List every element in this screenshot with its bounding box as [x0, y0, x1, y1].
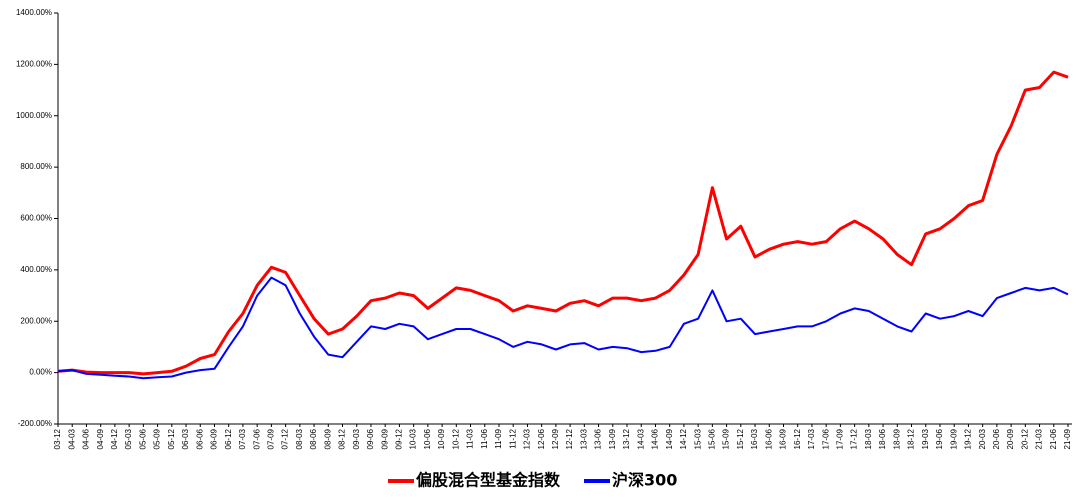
series-line	[57, 276, 1069, 380]
x-tick-label: 16-06	[764, 428, 773, 449]
x-tick-label: 10-09	[437, 428, 446, 449]
x-tick-label: 10-12	[451, 428, 460, 449]
legend-label: 沪深300	[612, 471, 677, 490]
y-tick-label: -200.00%	[18, 419, 52, 428]
y-tick-label: 0.00%	[29, 368, 52, 377]
series-line	[57, 70, 1069, 376]
x-tick-label: 12-09	[551, 428, 560, 449]
x-tick-label: 07-03	[238, 428, 247, 449]
x-tick-label: 15-06	[707, 428, 716, 449]
y-tick-label: 800.00%	[20, 162, 52, 171]
x-tick-label: 08-06	[309, 428, 318, 449]
x-tick-label: 19-03	[921, 428, 930, 449]
y-tick-label: 1200.00%	[16, 59, 52, 68]
x-tick-label: 09-09	[380, 428, 389, 449]
x-tick-label: 04-09	[96, 428, 105, 449]
x-tick-label: 11-03	[466, 428, 475, 448]
x-tick-label: 19-09	[949, 428, 958, 449]
x-tick-label: 07-09	[266, 428, 275, 449]
x-tick-label: 05-12	[167, 428, 176, 449]
x-tick-label: 19-06	[935, 428, 944, 449]
x-tick-label: 15-03	[693, 428, 702, 449]
x-tick-label: 18-12	[907, 428, 916, 449]
x-tick-label: 16-09	[779, 428, 788, 449]
x-tick-label: 06-06	[195, 428, 204, 449]
y-tick-label: 1000.00%	[16, 111, 52, 120]
x-tick-label: 21-09	[1063, 428, 1072, 449]
x-tick-label: 05-06	[138, 428, 147, 449]
x-tick-label: 09-06	[366, 428, 375, 449]
x-tick-label: 17-03	[807, 428, 816, 449]
x-tick-label: 06-03	[181, 428, 190, 449]
x-tick-label: 05-09	[153, 428, 162, 449]
y-tick-label: 600.00%	[20, 214, 52, 223]
x-tick-label: 17-12	[850, 428, 859, 449]
x-tick-label: 17-09	[836, 428, 845, 449]
y-tick-label: 400.00%	[20, 265, 52, 274]
x-tick-label: 04-03	[67, 428, 76, 449]
y-tick-label: 200.00%	[20, 316, 52, 325]
x-tick-label: 05-03	[124, 428, 133, 449]
x-tick-label: 07-06	[252, 428, 261, 449]
x-tick-label: 20-03	[978, 428, 987, 449]
x-tick-label: 21-06	[1049, 428, 1058, 449]
x-tick-label: 13-09	[608, 428, 617, 449]
x-tick-label: 16-12	[793, 428, 802, 449]
x-tick-label: 14-06	[651, 428, 660, 449]
x-tick-label: 09-12	[395, 428, 404, 449]
x-tick-label: 16-03	[750, 428, 759, 449]
x-tick-label: 09-03	[352, 428, 361, 449]
x-tick-label: 03-12	[53, 428, 62, 449]
x-tick-label: 07-12	[281, 428, 290, 449]
x-tick-label: 21-03	[1035, 428, 1044, 449]
x-tick-label: 06-09	[210, 428, 219, 449]
x-tick-label: 15-12	[736, 428, 745, 449]
y-tick-label: 1400.00%	[16, 8, 52, 17]
x-tick-label: 20-06	[992, 428, 1001, 449]
x-tick-label: 11-09	[494, 428, 503, 448]
x-tick-label: 11-12	[508, 428, 517, 448]
x-tick-label: 06-12	[224, 428, 233, 449]
x-tick-label: 10-06	[423, 428, 432, 449]
x-tick-label: 15-09	[722, 428, 731, 449]
x-tick-label: 13-06	[594, 428, 603, 449]
x-tick-label: 04-12	[110, 428, 119, 449]
x-tick-label: 14-03	[636, 428, 645, 449]
x-tick-label: 20-12	[1020, 428, 1029, 449]
x-tick-label: 19-12	[964, 428, 973, 449]
x-tick-label: 10-03	[409, 428, 418, 449]
x-tick-label: 18-09	[892, 428, 901, 449]
x-tick-label: 12-12	[565, 428, 574, 449]
x-tick-label: 17-06	[821, 428, 830, 449]
x-tick-label: 14-12	[679, 428, 688, 449]
x-tick-label: 08-12	[338, 428, 347, 449]
x-tick-label: 04-06	[82, 428, 91, 449]
x-tick-label: 12-03	[523, 428, 532, 449]
x-tick-label: 13-03	[579, 428, 588, 449]
x-tick-label: 18-03	[864, 428, 873, 449]
x-tick-label: 12-06	[537, 428, 546, 449]
x-tick-label: 20-09	[1006, 428, 1015, 449]
x-tick-label: 11-06	[480, 428, 489, 448]
legend-label: 偏股混合型基金指数	[416, 471, 561, 490]
x-tick-label: 08-09	[323, 428, 332, 449]
x-tick-label: 14-09	[665, 428, 674, 449]
x-tick-label: 08-03	[295, 428, 304, 449]
x-tick-label: 13-12	[622, 428, 631, 449]
x-tick-label: 18-06	[878, 428, 887, 449]
